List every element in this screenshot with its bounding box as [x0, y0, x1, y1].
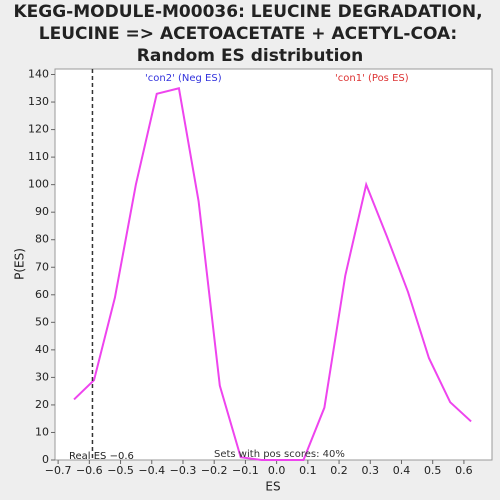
chart-title: KEGG-MODULE-M00036: LEUCINE DEGRADATION,: [13, 2, 482, 22]
y-tick-label: 60: [35, 288, 49, 301]
x-tick-label: 0.0: [268, 464, 286, 477]
annotation: 'con2' (Neg ES): [145, 73, 222, 84]
x-tick-label: −0.4: [138, 464, 165, 477]
x-tick-label: −0.5: [107, 464, 134, 477]
y-tick-label: 20: [35, 398, 49, 411]
x-tick-label: 0.2: [330, 464, 348, 477]
x-tick-label: −0.3: [170, 464, 197, 477]
y-tick-label: 50: [35, 315, 49, 328]
y-tick-label: 140: [28, 68, 49, 81]
x-tick-label: −0.6: [76, 464, 103, 477]
line: [73, 87, 472, 461]
annotation: 'con1' (Pos ES): [335, 73, 409, 84]
x-tick-label: −0.7: [45, 464, 72, 477]
y-tick-label: 120: [28, 123, 49, 136]
real-es-label: Real ES −0.6: [69, 451, 134, 462]
chart-title: LEUCINE => ACETOACETATE + ACETYL-COA:: [39, 24, 457, 44]
y-tick-label: 10: [35, 425, 49, 438]
x-tick-label: 0.1: [299, 464, 317, 477]
y-tick-label: 30: [35, 370, 49, 383]
x-axis-label: ES: [265, 480, 280, 494]
y-tick-label: 40: [35, 343, 49, 356]
chart-title: Random ES distribution: [137, 46, 363, 66]
y-tick-label: 110: [28, 150, 49, 163]
x-tick-label: 0.5: [424, 464, 442, 477]
annotation: Sets with pos scores: 40%: [214, 449, 345, 460]
x-tick-label: 0.6: [455, 464, 473, 477]
y-tick-label: 0: [42, 453, 49, 466]
x-tick-label: 0.3: [362, 464, 380, 477]
x-tick-label: −0.1: [232, 464, 259, 477]
plot-area: [54, 68, 493, 461]
y-axis-label: P(ES): [13, 248, 27, 280]
y-tick-label: 90: [35, 205, 49, 218]
y-tick-label: 130: [28, 95, 49, 108]
y-tick-label: 80: [35, 233, 49, 246]
y-tick-label: 100: [28, 178, 49, 191]
x-tick-label: 0.4: [393, 464, 411, 477]
x-tick-label: −0.2: [201, 464, 228, 477]
y-tick-label: 70: [35, 260, 49, 273]
